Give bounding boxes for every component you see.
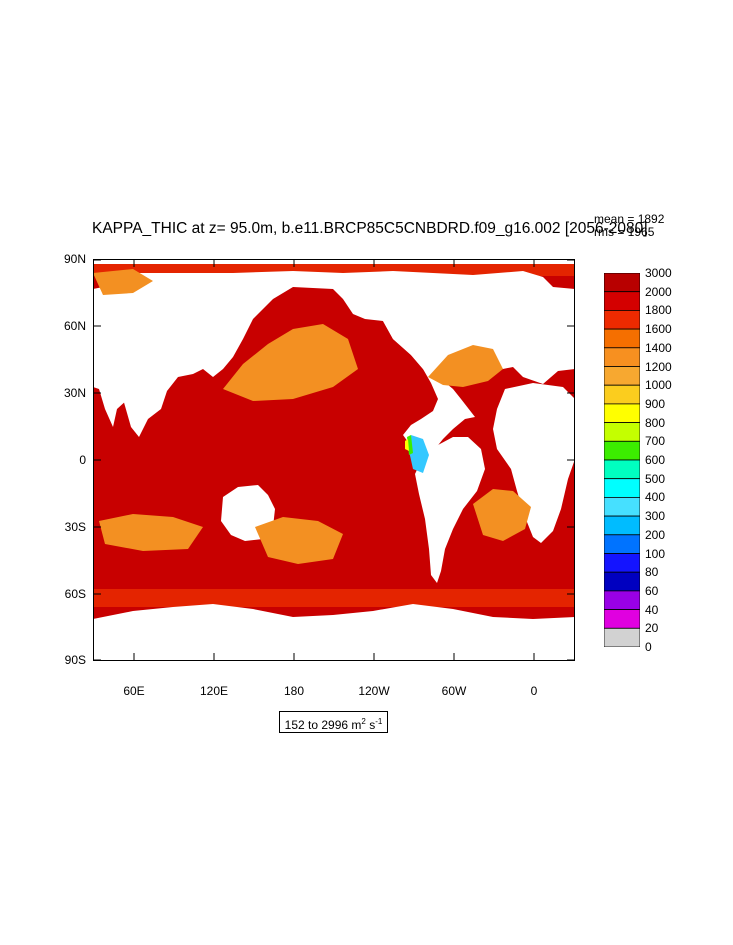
colorbar-swatch [604,534,640,554]
colorbar-label: 300 [645,509,666,524]
colorbar-label: 400 [645,490,666,505]
colorbar-label: 60 [645,583,659,598]
arctic-orange [93,269,153,295]
colorbar-swatch [604,384,640,405]
colorbar-swatch [604,496,640,517]
colorbar-label: 40 [645,602,659,617]
colorbar-swatch [604,571,640,592]
colorbar-label: 700 [645,434,666,449]
africa-land [493,383,575,543]
coastal-cyan-patch [409,435,429,473]
colorbar-label: 3000 [645,266,672,280]
range-mid: s [365,718,376,732]
colorbar-label: 200 [645,527,666,542]
south-atlantic-orange [473,489,531,541]
colorbar-label: 2000 [645,284,672,299]
colorbar-swatch [604,273,640,293]
colorbar-swatch [604,515,640,536]
plot-title: KAPPA_THIC at z= 95.0m, b.e11.BRCP85C5CN… [92,220,648,237]
ylabel-90s: 90S [64,653,86,667]
colorbar-label: 1800 [645,303,672,318]
colorbar-label: 900 [645,396,666,411]
colorbar-swatch [604,553,640,573]
range-sup1: 2 [361,717,366,726]
ylabel-60s: 60S [64,587,86,601]
axis-ticks [93,259,575,661]
colorbar-label: 100 [645,546,666,561]
colorbar-swatch [604,440,640,461]
colorbar-label: 600 [645,453,666,467]
antarctica-land [93,604,575,661]
north-america-land [343,294,475,457]
southern-band [93,589,575,607]
ylabel-30s: 30S [64,520,86,534]
xlabel-60w: 60W [441,684,467,698]
xlabel-120w: 120W [358,684,390,698]
range-sup2: -1 [375,717,383,726]
colorbar-swatch [604,347,640,367]
xlabel-120e: 120E [199,684,229,698]
indian-ocean-orange [99,514,203,551]
colorbar-swatch [604,590,640,610]
colorbar-swatch [604,627,640,647]
colorbar-swatch [604,403,640,423]
colorbar-label: 1200 [645,359,672,374]
ylabel-60n: 60N [63,319,86,333]
range-text: 152 to 2996 m [284,718,362,732]
colorbar-swatch [604,459,640,480]
south-america-land [415,437,485,583]
colorbar-swatch [604,609,640,629]
colorbar-label: 1000 [645,378,672,393]
colorbar-label: 500 [645,471,666,486]
colorbar-label: 0 [645,640,652,654]
colorbar-label: 1600 [645,322,672,337]
xlabel-0: 0 [530,684,538,698]
colorbar [604,273,640,647]
colorbar-label: 80 [645,565,659,580]
north-pacific-orange [223,324,358,401]
ocean-map [93,259,575,661]
ylabel-90n: 90N [63,252,86,266]
xlabel-180: 180 [283,684,305,698]
colorbar-swatch [604,310,640,330]
colorbar-swatch [604,422,640,442]
colorbar-label: 20 [645,621,659,636]
rms-stat: rms = 1965 [594,225,655,239]
ylabel-0: 0 [79,453,86,467]
colorbar-swatch [604,366,640,386]
colorbar-swatch [604,291,640,311]
colorbar-label: 800 [645,415,666,430]
north-atlantic-orange [428,345,503,387]
range-label: 152 to 2996 m2 s-1 [279,711,388,733]
xlabel-60e: 60E [123,684,145,698]
colorbar-swatch [604,478,640,498]
mean-stat: mean = 1892 [594,212,665,226]
ylabel-30n: 30N [63,386,86,400]
eurasia-land [93,271,575,427]
south-pacific-orange [255,517,343,564]
colorbar-swatch [604,328,640,349]
colorbar-label: 1400 [645,340,672,355]
india-land [123,397,148,437]
greenland-land [471,275,533,329]
